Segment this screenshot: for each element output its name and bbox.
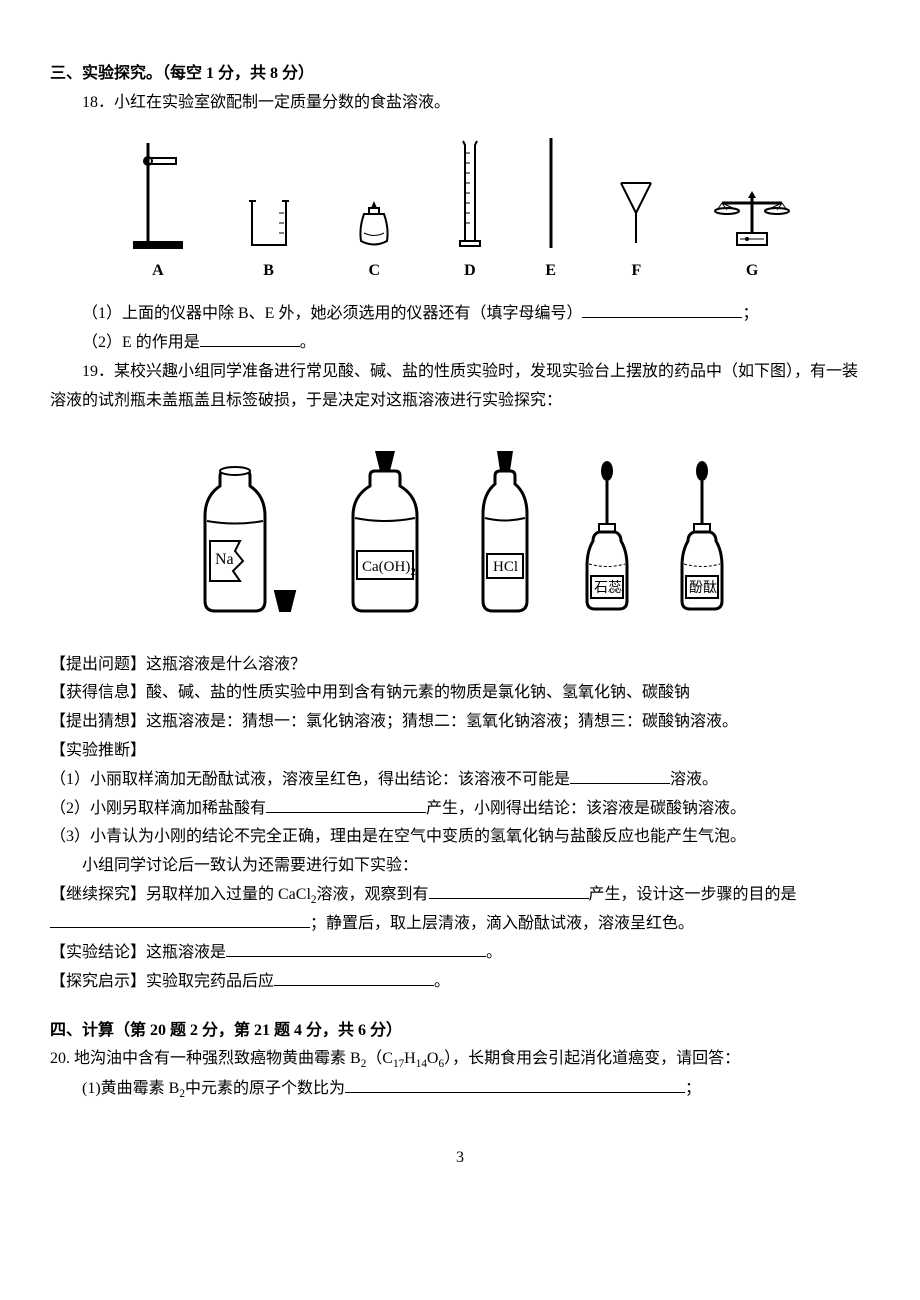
q20-blank1[interactable] [345, 1076, 685, 1093]
apparatus-g: G [712, 183, 792, 286]
bottle-hcl-label: HCl [493, 559, 518, 575]
q19-cont-end: ；静置后，取上层清液，滴入酚酞试液，溶液呈红色。 [310, 915, 694, 932]
label-a: A [152, 257, 164, 286]
q19-sub1: （1）小丽取样滴加无酚酞试液，溶液呈红色，得出结论：该溶液不可能是 溶液。 [50, 766, 870, 795]
dropper-shirui-icon: 石蕊 [575, 456, 640, 626]
q19-cont: 【继续探究】另取样加入过量的 CaCl2溶液，观察到有产生，设计这一步骤的目的是… [50, 881, 870, 939]
section-4-header: 四、计算（第 20 题 2 分，第 21 题 4 分，共 6 分） [50, 1017, 870, 1046]
bottle-caoh2: Ca(OH)2 [335, 436, 435, 626]
beaker-icon [244, 193, 294, 253]
q19-sub2: （2）小刚另取样滴加稀盐酸有 产生，小刚得出结论：该溶液是碳酸钠溶液。 [50, 795, 870, 824]
q20-sub1-pre: (1)黄曲霉素 B [82, 1080, 179, 1097]
q19-sub1-pre: （1）小丽取样滴加无酚酞试液，溶液呈红色，得出结论：该溶液不可能是 [50, 771, 570, 788]
q20-sub1-end: ； [685, 1080, 701, 1097]
q19-cont-mid2: 产生，设计这一步骤的目的是 [589, 886, 797, 903]
q19-insp-pre: 【探究启示】实验取完药品后应 [50, 973, 274, 990]
q19-insp: 【探究启示】实验取完药品后应 。 [50, 968, 870, 997]
label-f: F [631, 257, 641, 286]
q18-sub2: （2）E 的作用是 。 [50, 329, 870, 358]
bottle-na-icon: Na [185, 446, 305, 626]
apparatus-row: A B C [100, 133, 820, 286]
dropper-fentai-label: 酚酞 [689, 580, 717, 596]
apparatus-e: E [541, 133, 561, 286]
q19-stem: 19．某校兴趣小组同学准备进行常见酸、碱、盐的性质实验时，发现实验台上摆放的药品… [50, 358, 870, 416]
q19-sub2-pre: （2）小刚另取样滴加稀盐酸有 [50, 800, 266, 817]
q19-insp-end: 。 [434, 973, 450, 990]
apparatus-b: B [244, 193, 294, 286]
apparatus-c: C [349, 193, 399, 286]
q20-sub1: (1)黄曲霉素 B2中元素的原子个数比为； [50, 1075, 870, 1104]
q20-subc: 17 [393, 1059, 404, 1071]
q19-sub3: （3）小青认为小刚的结论不完全正确，理由是在空气中变质的氢氧化钠与盐酸反应也能产… [50, 823, 870, 852]
q18-blank2[interactable] [200, 330, 300, 347]
alcohol-lamp-icon [349, 193, 399, 253]
q18-sub1-end: ； [742, 305, 758, 322]
q19-blank3[interactable] [429, 882, 589, 899]
q19-cont-mid: 溶液，观察到有 [317, 886, 429, 903]
q20-subh: 14 [416, 1059, 427, 1071]
q19-concl: 【实验结论】这瓶溶液是 。 [50, 939, 870, 968]
q20-stem-mid: （C [366, 1050, 393, 1067]
q20-stem: 20. 地沟油中含有一种强烈致癌物黄曲霉素 B2（C17H14O6），长期食用会… [50, 1045, 870, 1074]
q20-o: O [427, 1050, 439, 1067]
q18-sub2-end: 。 [300, 334, 316, 351]
iron-stand-icon [128, 133, 188, 253]
q19-blank5[interactable] [226, 940, 486, 957]
dropper-shirui-label: 石蕊 [594, 580, 622, 596]
q19-blank4[interactable] [50, 911, 310, 928]
q19-blank6[interactable] [274, 969, 434, 986]
q20-stem-pre: 20. 地沟油中含有一种强烈致癌物黄曲霉素 B [50, 1050, 361, 1067]
label-g: G [746, 257, 758, 286]
bottle-fentai: 酚酞 [670, 456, 735, 626]
q20-stem-end: ），长期食用会引起消化道癌变，请回答： [444, 1050, 740, 1067]
q19-cont-intro: 小组同学讨论后一致认为还需要进行如下实验： [50, 852, 870, 881]
q19-blank2[interactable] [266, 796, 426, 813]
q19-info: 【获得信息】酸、碱、盐的性质实验中用到含有钠元素的物质是氯化钠、氢氧化钠、碳酸钠 [50, 679, 870, 708]
q18-stem: 18．小红在实验室欲配制一定质量分数的食盐溶液。 [50, 89, 870, 118]
apparatus-f: F [616, 173, 656, 286]
q18-blank1[interactable] [582, 301, 742, 318]
q18-sub1-text: （1）上面的仪器中除 B、E 外，她必须选用的仪器还有（填字母编号） [82, 305, 582, 322]
apparatus-d: D [455, 133, 485, 286]
apparatus-a: A [128, 133, 188, 286]
bottles-row: Na Ca(OH)2 HCl [50, 436, 870, 626]
bottle-hcl-icon: HCl [465, 436, 545, 626]
bottle-shirui: 石蕊 [575, 456, 640, 626]
balance-icon [712, 183, 792, 253]
funnel-icon [616, 173, 656, 253]
q19-guess: 【提出猜想】这瓶溶液是：猜想一：氯化钠溶液；猜想二：氢氧化钠溶液；猜想三：碳酸钠… [50, 708, 870, 737]
section-3-header: 三、实验探究。（每空 1 分，共 8 分） [50, 60, 870, 89]
cylinder-icon [455, 133, 485, 253]
q20-h: H [404, 1050, 416, 1067]
q18-sub2-pre: （2）E 的作用是 [82, 334, 200, 351]
label-c: C [368, 257, 380, 286]
q19-concl-pre: 【实验结论】这瓶溶液是 [50, 944, 226, 961]
q19-blank1[interactable] [570, 767, 670, 784]
page-number: 3 [50, 1144, 870, 1173]
label-b: B [263, 257, 274, 286]
label-d: D [464, 257, 476, 286]
q19-raise: 【提出问题】这瓶溶液是什么溶液？ [50, 651, 870, 680]
bottle-hcl: HCl [465, 436, 545, 626]
q18-sub1: （1）上面的仪器中除 B、E 外，她必须选用的仪器还有（填字母编号） ； [50, 300, 870, 329]
q19-sub1-end: 溶液。 [670, 771, 718, 788]
glass-rod-icon [541, 133, 561, 253]
q19-concl-end: 。 [486, 944, 502, 961]
bottle-na-label: Na [215, 551, 234, 568]
bottle-caoh2-icon: Ca(OH)2 [335, 436, 435, 626]
q19-cont-pre: 【继续探究】另取样加入过量的 CaCl [50, 886, 311, 903]
dropper-fentai-icon: 酚酞 [670, 456, 735, 626]
q20-sub1-mid: 中元素的原子个数比为 [185, 1080, 345, 1097]
label-e: E [545, 257, 556, 286]
q19-sub2-end: 产生，小刚得出结论：该溶液是碳酸钠溶液。 [426, 800, 746, 817]
q19-judge-h: 【实验推断】 [50, 737, 870, 766]
bottle-na: Na [185, 446, 305, 626]
